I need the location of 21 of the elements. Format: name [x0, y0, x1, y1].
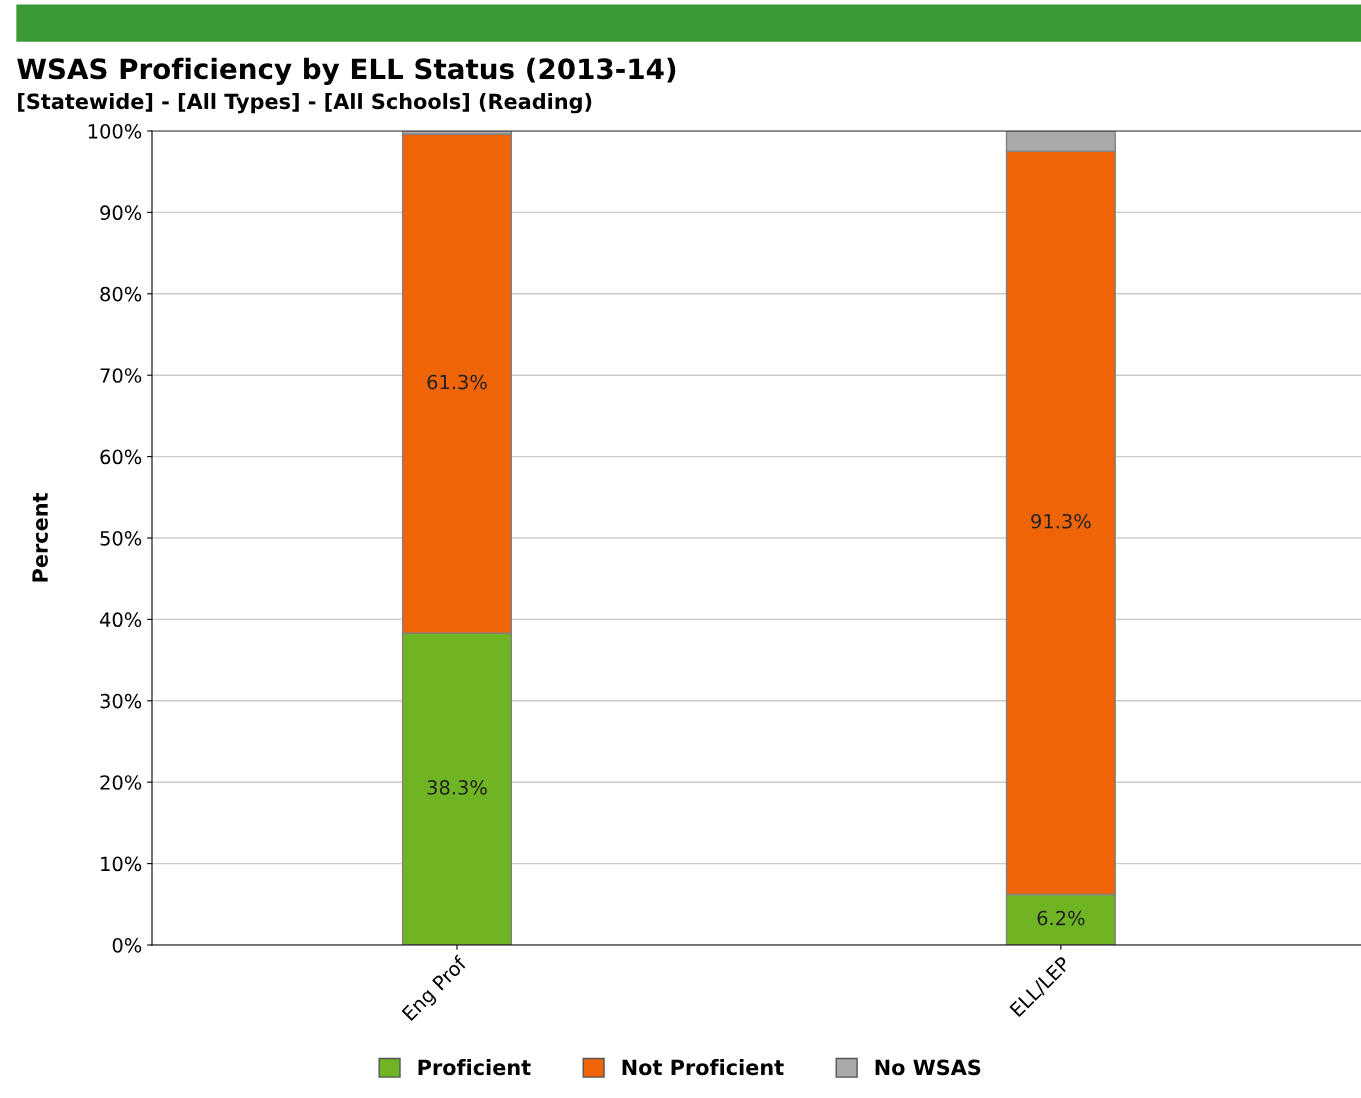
y-tick-label: 20%: [100, 775, 142, 790]
y-tick-label: 90%: [100, 205, 142, 221]
chart-title: WSAS Proficiency by ELL Status (2013-14): [17, 57, 676, 85]
y-tick-label: 60%: [100, 449, 142, 465]
y-tick-label: 40%: [100, 612, 142, 628]
y-tick-label: 100%: [88, 123, 142, 139]
y-tick-label: 30%: [100, 693, 142, 709]
data-label: 61.3%: [427, 374, 487, 390]
y-axis-title: Percent: [32, 493, 48, 582]
y-tick-label: 50%: [100, 530, 142, 546]
chart-subtitle: [Statewide] - [All Types] - [All Schools] (Reading): [18, 93, 592, 114]
legend-label: Proficient: [418, 1059, 531, 1076]
y-tick-label: 10%: [101, 856, 142, 872]
legend-label: Not Proficient: [622, 1059, 784, 1076]
data-label: 6.2%: [1037, 910, 1085, 926]
y-tick-label: 80%: [100, 286, 142, 302]
data-label: 91.3%: [1031, 513, 1091, 529]
data-label: 38.3%: [427, 780, 487, 795]
y-tick-label: 0%: [112, 937, 142, 953]
legend-label: No WSAS: [875, 1059, 981, 1076]
y-tick-label: 70%: [100, 368, 142, 383]
